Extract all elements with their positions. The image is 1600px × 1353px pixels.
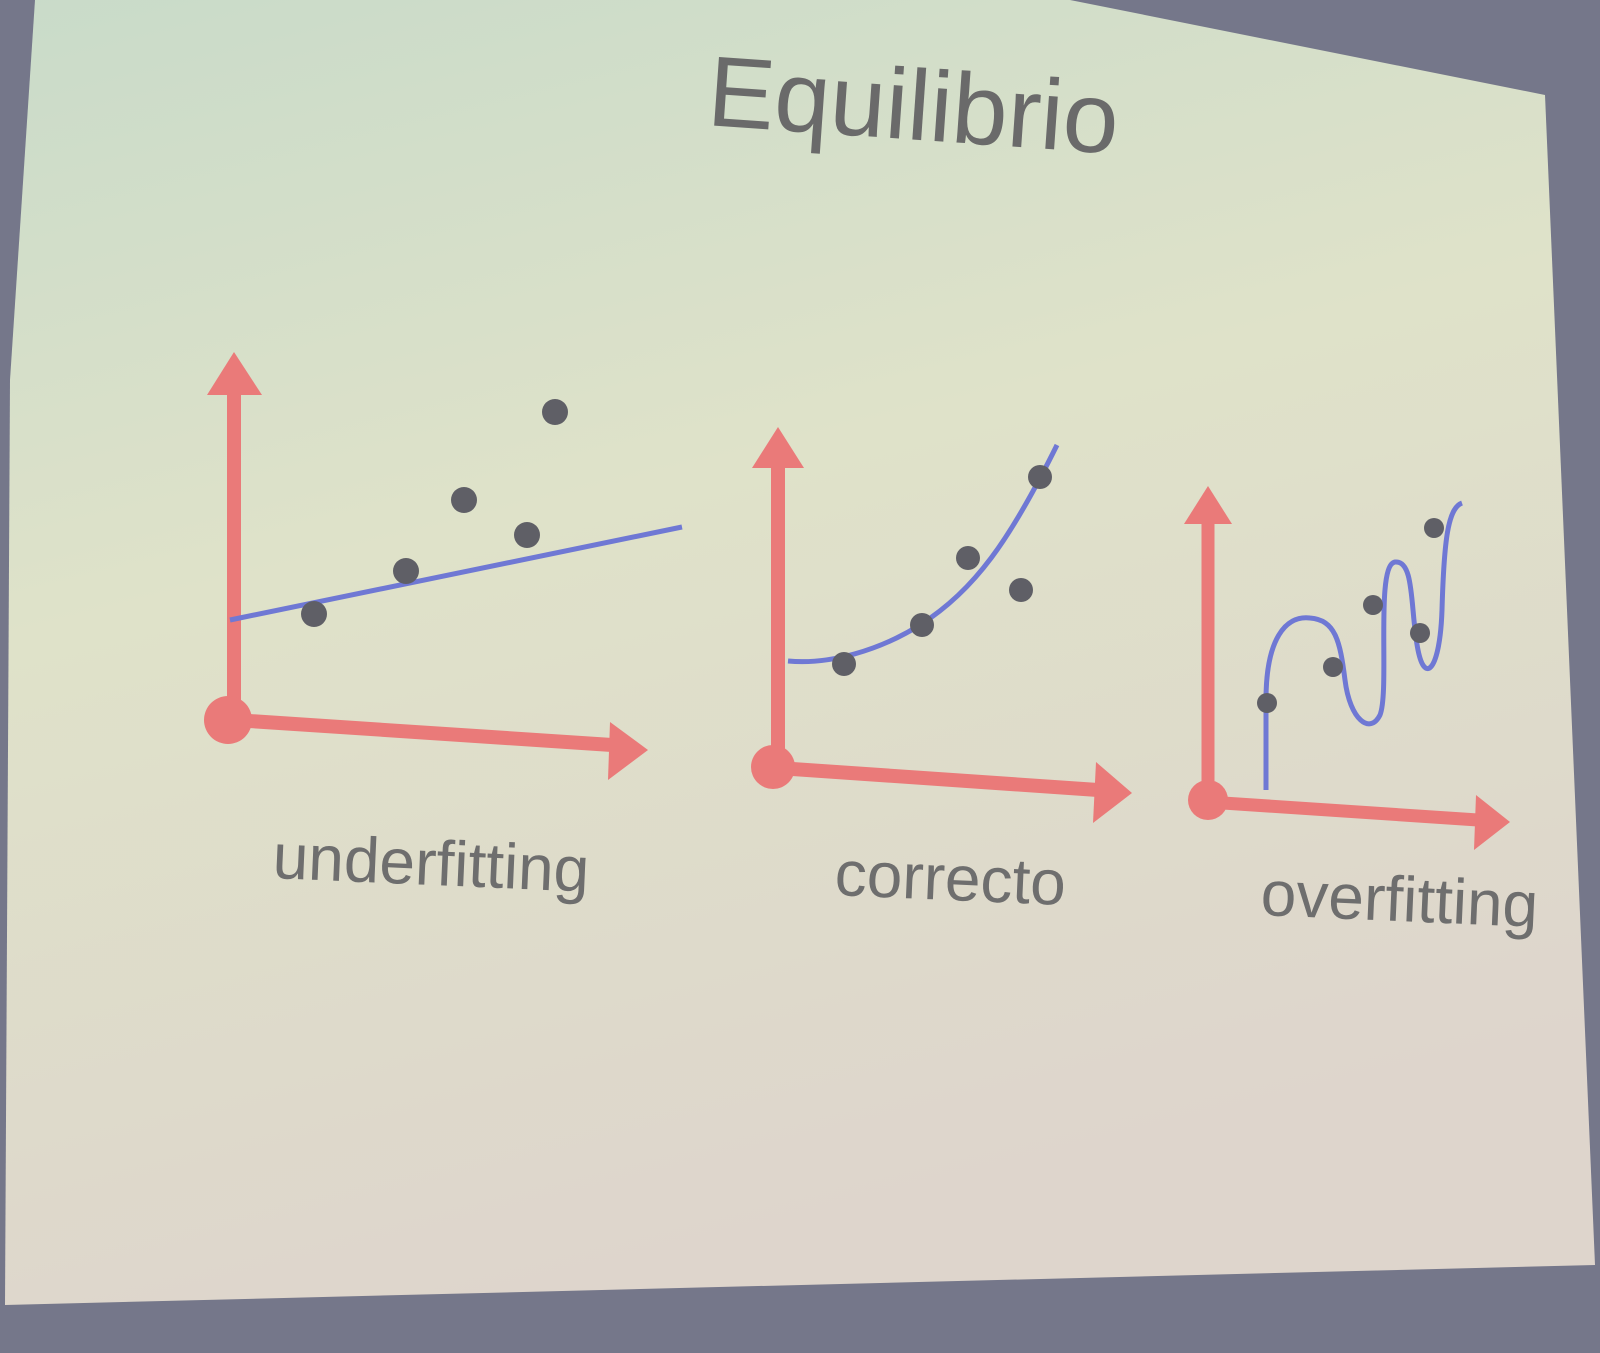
underfitting-origin-dot	[204, 696, 252, 744]
data-point	[451, 487, 477, 513]
overfitting-axes	[1201, 520, 1479, 827]
slide-surface	[5, 0, 1595, 1305]
overfitting-y-arrowhead	[1184, 486, 1232, 524]
data-point	[1424, 518, 1444, 538]
overfitting-x-arrowhead	[1474, 795, 1510, 850]
data-point	[1257, 693, 1277, 713]
diagram-label-overfitting: overfitting	[1259, 857, 1539, 941]
data-point	[301, 601, 327, 627]
correcto-origin-dot	[751, 745, 795, 789]
diagram-underfitting: underfitting	[204, 352, 683, 906]
underfitting-x-axis	[233, 713, 613, 752]
underfitting-data-points	[301, 399, 568, 627]
correcto-data-points	[832, 465, 1052, 676]
data-point	[1323, 657, 1343, 677]
data-point	[1028, 465, 1052, 489]
data-point	[1009, 578, 1033, 602]
correcto-x-arrowhead	[1093, 762, 1132, 823]
underfitting-axes	[227, 392, 613, 752]
data-point	[542, 399, 568, 425]
data-point	[1363, 595, 1383, 615]
data-point	[910, 613, 934, 637]
diagram-correcto: correcto	[751, 427, 1132, 919]
correcto-y-arrowhead	[752, 427, 804, 468]
data-point	[514, 522, 540, 548]
diagram-overfitting: overfitting	[1184, 486, 1540, 941]
data-point	[832, 652, 856, 676]
underfitting-x-arrowhead	[608, 722, 648, 780]
diagram-label-correcto: correcto	[833, 837, 1067, 919]
overfitting-fit-curve	[1263, 500, 1464, 790]
underfitting-y-arrowhead	[207, 352, 262, 395]
diagram-label-underfitting: underfitting	[271, 820, 590, 906]
correcto-axes	[771, 463, 1099, 797]
overfitting-origin-dot	[1188, 780, 1228, 820]
data-point	[956, 546, 980, 570]
data-point	[1410, 623, 1430, 643]
overfitting-data-points	[1257, 518, 1444, 713]
data-point	[393, 558, 419, 584]
correcto-x-axis	[777, 761, 1099, 797]
overfitting-x-axis	[1207, 795, 1479, 827]
